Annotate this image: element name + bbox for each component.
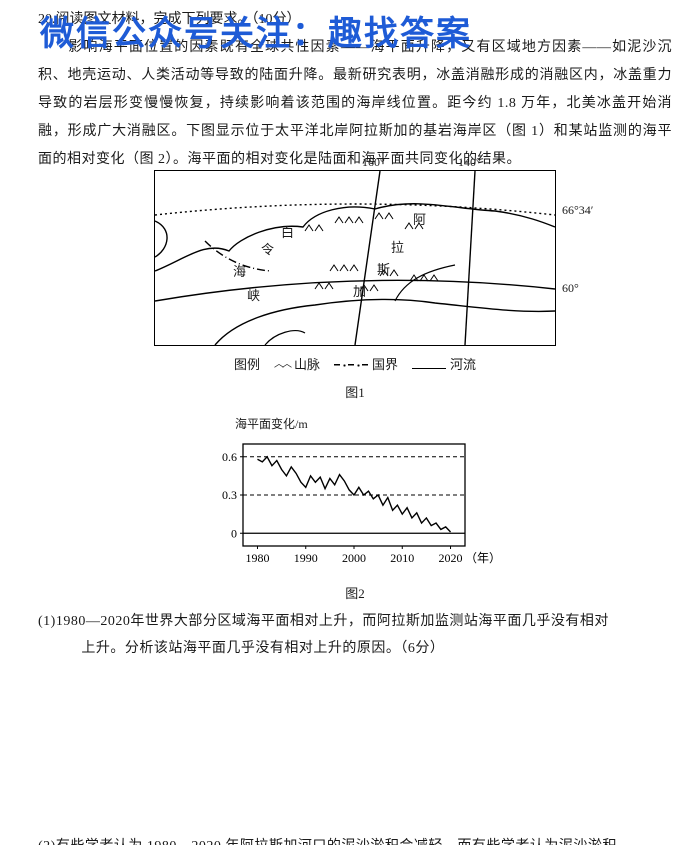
lat-label-66: 66°34′ — [562, 204, 593, 216]
legend-border-label: 国界 — [372, 352, 398, 378]
svg-text:（年）: （年） — [465, 551, 501, 565]
lon-label-160: 160° — [362, 156, 385, 168]
svg-text:0.6: 0.6 — [222, 450, 237, 464]
svg-text:2010: 2010 — [390, 551, 414, 565]
map-label-hai: 海 — [233, 265, 246, 278]
map-label-a: 阿 — [413, 213, 426, 226]
figure-2-caption: 图2 — [205, 581, 505, 607]
question-title: 阅读图文材料，完成下列要求。（10分） — [56, 12, 301, 27]
border-icon — [334, 361, 368, 369]
map-label-la: 拉 — [391, 241, 404, 254]
legend-mountain: ︿︿ 山脉 — [274, 352, 320, 378]
legend-border: 国界 — [334, 352, 398, 378]
figure-2-wrap: 海平面变化/m 0 0.3 0.6 1980 1990 2000 2010 2020（年） 图… — [205, 412, 505, 607]
question-paragraph: 影响海平面位置的因素既有全球共性因素——海平面升降，又有区域地方因素——如泥沙沉… — [38, 34, 672, 174]
sq1-line2: 上升。分析该站海平面几乎没有相对上升的原因。（6分） — [38, 636, 672, 663]
legend-mountain-label: 山脉 — [294, 352, 320, 378]
map-label-jia: 加 — [353, 285, 366, 298]
answer-space-1 — [38, 662, 672, 832]
figure-1-caption: 图1 — [345, 380, 365, 406]
figure-1-wrap: 白 令 海 峡 阿 拉 斯 加 160° 140° 66°34′ 60° 图例 … — [38, 170, 672, 607]
svg-text:0.3: 0.3 — [222, 488, 237, 502]
figure-1-map: 白 令 海 峡 阿 拉 斯 加 — [154, 170, 556, 346]
sq1-line1: (1)1980—2020年世界大部分区域海平面相对上升，而阿拉斯加监测站海平面几… — [38, 614, 609, 629]
svg-text:1980: 1980 — [245, 551, 269, 565]
river-icon — [412, 368, 446, 369]
map-label-bai: 白 — [281, 226, 294, 239]
sq2-line1: (2)有些学者认为 1980—2020 年阿拉斯加河口的泥沙淤积会减轻，而有些学… — [38, 839, 617, 845]
svg-text:2000: 2000 — [342, 551, 366, 565]
lat-label-60: 60° — [562, 282, 579, 294]
question-number: 20. — [38, 12, 56, 27]
exam-page: 20.阅读图文材料，完成下列要求。（10分） 影响海平面位置的因素既有全球共性因… — [0, 0, 700, 845]
map-label-ling: 令 — [261, 243, 274, 256]
svg-text:1990: 1990 — [294, 551, 318, 565]
svg-text:2020: 2020 — [439, 551, 463, 565]
legend-river: 河流 — [412, 352, 476, 378]
svg-text:0: 0 — [231, 526, 237, 540]
sub-question-2: (2)有些学者认为 1980—2020 年阿拉斯加河口的泥沙淤积会减轻，而有些学… — [38, 834, 672, 845]
sub-question-1: (1)1980—2020年世界大部分区域海平面相对上升，而阿拉斯加监测站海平面几… — [38, 609, 672, 662]
figure-2-chart: 0 0.3 0.6 1980 1990 2000 2010 2020（年） — [205, 438, 505, 568]
figure-1-legend: 图例 ︿︿ 山脉 国界 河流 — [234, 352, 476, 378]
map-label-xia: 峡 — [247, 289, 260, 302]
legend-title: 图例 — [234, 352, 260, 378]
para-rest: 沉积、地壳运动、人类活动等导致的陆面升降。最新研究表明，冰盖消融形成的消融区内，… — [38, 40, 672, 167]
figure-2-ylabel: 海平面变化/m — [235, 412, 505, 436]
question-header: 20.阅读图文材料，完成下列要求。（10分） — [38, 6, 672, 34]
lon-label-140: 140° — [458, 156, 481, 168]
map-label-si: 斯 — [377, 263, 390, 276]
legend-river-label: 河流 — [450, 352, 476, 378]
mountain-icon: ︿︿ — [274, 355, 290, 375]
para-line-1: 影响海平面位置的因素既有全球共性因素——海平面升降，又有区域地方因素——如泥沙 — [38, 40, 658, 55]
